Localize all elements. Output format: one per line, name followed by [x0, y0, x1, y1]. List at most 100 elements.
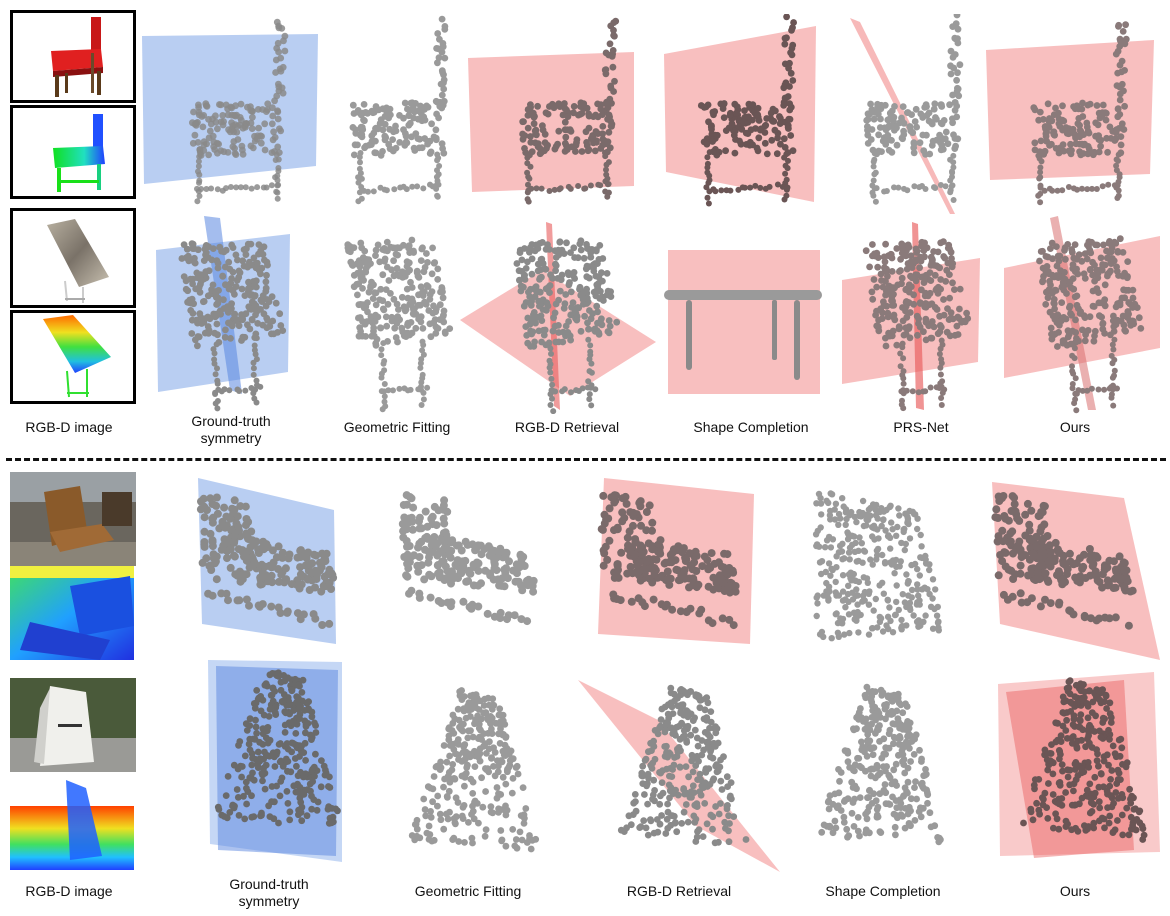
point — [880, 590, 887, 597]
point — [1079, 185, 1085, 192]
point — [245, 740, 253, 748]
point — [918, 543, 925, 550]
point — [520, 118, 527, 125]
point — [910, 139, 918, 147]
point — [257, 693, 265, 700]
point — [516, 249, 524, 256]
point — [470, 815, 478, 823]
point — [318, 621, 327, 629]
point — [865, 631, 873, 638]
point — [700, 552, 709, 561]
point — [469, 839, 476, 847]
point — [897, 255, 904, 263]
point — [194, 246, 202, 254]
point — [326, 814, 334, 822]
point — [1016, 561, 1025, 570]
point — [625, 812, 633, 820]
point — [1099, 319, 1107, 327]
point — [610, 26, 617, 34]
point — [949, 315, 957, 323]
point — [937, 137, 945, 145]
point — [911, 183, 918, 190]
point — [529, 109, 537, 117]
point — [524, 154, 531, 161]
point — [664, 719, 671, 727]
point — [490, 560, 499, 569]
point — [279, 89, 287, 97]
point — [396, 244, 403, 252]
point — [572, 310, 580, 317]
point — [236, 738, 244, 745]
point — [1114, 248, 1122, 255]
point — [555, 296, 562, 304]
point — [854, 827, 862, 835]
point — [603, 555, 612, 564]
point — [711, 839, 719, 847]
point — [275, 577, 283, 586]
point — [288, 748, 296, 756]
point — [274, 542, 283, 551]
point — [597, 182, 604, 189]
point — [1071, 400, 1078, 407]
point — [741, 107, 748, 114]
chair-depth-icon — [53, 114, 105, 192]
point — [546, 339, 553, 346]
point — [713, 768, 721, 776]
point — [899, 344, 906, 351]
point — [590, 139, 597, 147]
point — [869, 533, 876, 540]
point — [898, 249, 906, 257]
point — [1035, 575, 1044, 584]
point — [272, 157, 279, 163]
point — [572, 148, 579, 155]
point — [282, 575, 291, 584]
point — [497, 806, 505, 813]
point — [725, 838, 733, 846]
point — [1095, 148, 1103, 156]
point — [527, 244, 534, 251]
point — [369, 295, 377, 302]
point — [501, 551, 510, 560]
point — [692, 762, 700, 769]
point — [180, 273, 188, 280]
point — [713, 131, 721, 139]
point — [609, 63, 617, 71]
point — [1046, 277, 1053, 285]
point — [233, 276, 241, 284]
point — [1103, 254, 1111, 262]
point — [354, 141, 361, 149]
point — [718, 614, 727, 623]
point — [1025, 520, 1034, 529]
point — [589, 133, 596, 141]
point — [661, 558, 670, 567]
point — [204, 323, 212, 330]
point — [1047, 548, 1055, 556]
point — [584, 384, 591, 391]
point — [234, 522, 243, 531]
point — [1073, 407, 1080, 414]
point — [663, 815, 671, 823]
point — [381, 398, 388, 405]
point — [497, 827, 505, 834]
point — [245, 285, 252, 293]
point — [647, 739, 654, 747]
point — [1051, 538, 1060, 547]
point — [423, 250, 430, 257]
point — [992, 505, 1001, 514]
point — [522, 323, 530, 330]
point-cloud — [664, 290, 822, 380]
point — [259, 741, 267, 748]
point — [426, 593, 435, 602]
point — [1080, 270, 1088, 278]
point — [486, 544, 494, 553]
point — [1111, 583, 1120, 592]
point — [583, 139, 590, 146]
point — [417, 360, 424, 367]
point — [262, 278, 270, 286]
point — [631, 550, 640, 559]
point — [501, 568, 510, 577]
point — [656, 820, 664, 828]
point — [408, 236, 416, 244]
point — [368, 141, 375, 148]
point — [225, 258, 233, 266]
